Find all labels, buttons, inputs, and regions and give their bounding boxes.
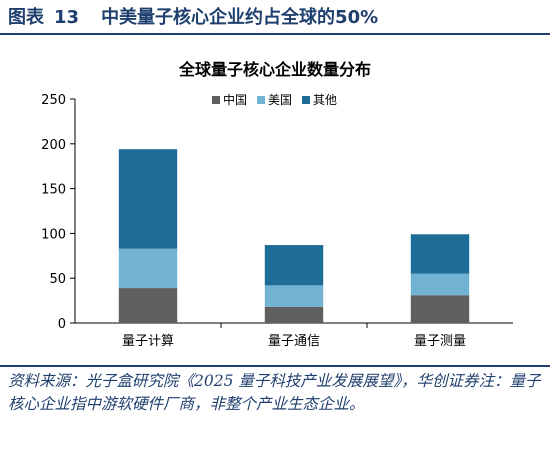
chart-title: 全球量子核心企业数量分布 bbox=[178, 60, 371, 79]
y-tick-label: 0 bbox=[58, 317, 66, 332]
bar-segment bbox=[410, 273, 470, 296]
bar-segment bbox=[410, 234, 470, 274]
bar-segment bbox=[264, 245, 324, 286]
legend-swatch bbox=[302, 96, 310, 104]
y-tick-label: 100 bbox=[41, 227, 66, 242]
x-tick-label: 量子测量 bbox=[414, 334, 466, 349]
y-tick-label: 250 bbox=[41, 93, 66, 108]
stacked-bar-chart: 全球量子核心企业数量分布 中国 美国 其他 0 50 100 150 200 250 量子计算 量… bbox=[41, 60, 513, 349]
figure-title: 图表 13 中美量子核心企业约占全球的50% bbox=[8, 5, 378, 31]
figure-number: 13 bbox=[54, 7, 80, 28]
bar-segment bbox=[264, 285, 324, 307]
title-rule bbox=[0, 33, 550, 35]
bar-segment bbox=[118, 248, 178, 289]
legend-label: 中国 bbox=[223, 92, 247, 107]
legend-label: 其他 bbox=[313, 93, 337, 107]
figure-label: 图表 bbox=[8, 7, 44, 28]
legend-swatch bbox=[212, 96, 220, 104]
chart-legend: 中国 美国 其他 bbox=[212, 92, 337, 107]
bar-segment bbox=[118, 149, 178, 249]
bar-segment bbox=[410, 295, 470, 323]
figure-title-text: 中美量子核心企业约占全球的50% bbox=[101, 7, 379, 28]
chart-bars bbox=[118, 149, 470, 323]
source-rule bbox=[0, 365, 550, 367]
x-tick-label: 量子计算 bbox=[122, 334, 174, 349]
source-note: 资料来源：光子盒研究院《2025 量子科技产业发展展望》，华创证券注：量子核心企… bbox=[8, 372, 541, 413]
y-tick-label: 150 bbox=[41, 183, 66, 198]
y-tick-label: 200 bbox=[41, 138, 66, 153]
x-tick-label: 量子通信 bbox=[268, 334, 320, 349]
legend-label: 美国 bbox=[268, 93, 292, 107]
legend-swatch bbox=[257, 96, 265, 104]
chart-axes: 0 50 100 150 200 250 量子计算 量子通信 量子测量 bbox=[41, 93, 513, 349]
bar-segment bbox=[264, 306, 324, 323]
y-tick-label: 50 bbox=[49, 272, 66, 287]
bar-segment bbox=[118, 288, 178, 323]
